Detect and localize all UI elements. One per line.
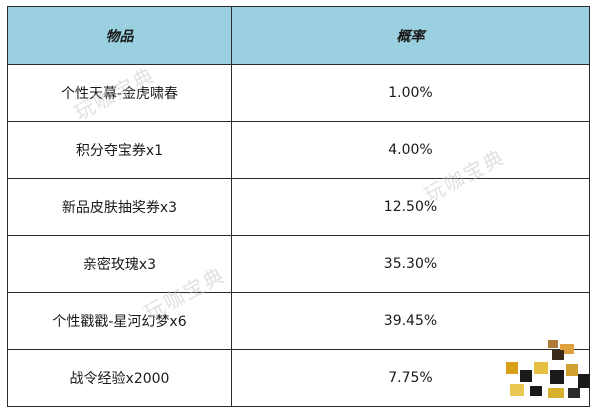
table-row: 亲密玫瑰x3 35.30% <box>7 235 590 293</box>
item-cell: 亲密玫瑰x3 <box>7 235 232 293</box>
item-cell: 个性戳戳-星河幻梦x6 <box>7 292 232 350</box>
table-row: 积分夺宝券x1 4.00% <box>7 121 590 179</box>
table-header-row: 物品 概率 <box>7 6 590 65</box>
probability-cell: 39.45% <box>231 292 590 350</box>
probability-cell: 4.00% <box>231 121 590 179</box>
probability-cell: 35.30% <box>231 235 590 293</box>
item-cell: 新品皮肤抽奖券x3 <box>7 178 232 236</box>
header-probability: 概率 <box>231 6 590 65</box>
watermark-logo-icon <box>500 340 592 402</box>
probability-cell: 12.50% <box>231 178 590 236</box>
header-item: 物品 <box>7 6 232 65</box>
probability-cell: 1.00% <box>231 64 590 122</box>
item-cell: 战令经验x2000 <box>7 349 232 407</box>
table-row: 个性天幕-金虎啸春 1.00% <box>7 64 590 122</box>
item-cell: 个性天幕-金虎啸春 <box>7 64 232 122</box>
table-row: 新品皮肤抽奖券x3 12.50% <box>7 178 590 236</box>
table-row: 个性戳戳-星河幻梦x6 39.45% <box>7 292 590 350</box>
item-cell: 积分夺宝券x1 <box>7 121 232 179</box>
